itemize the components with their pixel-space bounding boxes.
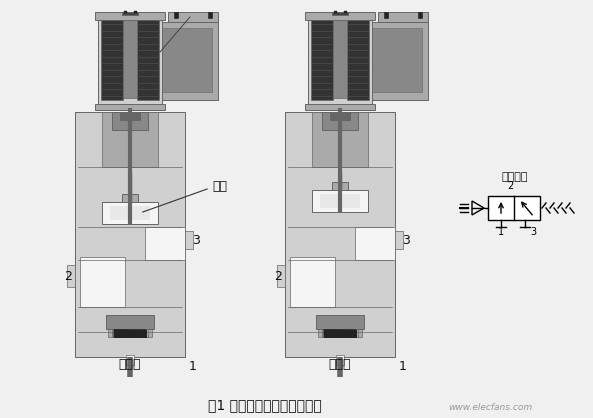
Bar: [311, 20, 333, 100]
Bar: [122, 194, 138, 202]
Bar: [95, 12, 165, 20]
Bar: [98, 12, 162, 110]
Bar: [120, 112, 140, 120]
Bar: [185, 231, 193, 249]
Text: 3: 3: [192, 234, 200, 247]
Bar: [80, 257, 125, 307]
Bar: [316, 315, 364, 329]
Bar: [378, 12, 428, 22]
Text: 1: 1: [498, 227, 504, 237]
Bar: [333, 20, 347, 98]
Bar: [145, 227, 185, 260]
Text: 1: 1: [189, 360, 197, 374]
Bar: [95, 104, 165, 110]
Bar: [110, 206, 150, 220]
Bar: [126, 355, 134, 365]
Text: 换向后: 换向后: [329, 359, 351, 372]
Text: 2: 2: [274, 270, 282, 283]
Bar: [336, 355, 344, 365]
Bar: [133, 11, 136, 13]
Text: 2: 2: [64, 270, 72, 283]
Text: 1: 1: [399, 360, 407, 374]
Bar: [322, 329, 358, 337]
Text: 3: 3: [530, 227, 536, 237]
Text: 图形符号: 图形符号: [502, 172, 528, 182]
Bar: [123, 20, 137, 98]
Bar: [488, 196, 540, 220]
Bar: [102, 112, 158, 167]
Bar: [312, 112, 368, 167]
Bar: [122, 12, 138, 15]
Bar: [347, 20, 369, 100]
Bar: [174, 12, 178, 18]
Text: 图1 先导式电磁阀结构示意图: 图1 先导式电磁阀结构示意图: [208, 398, 322, 412]
Bar: [101, 20, 123, 100]
Bar: [308, 12, 372, 110]
Bar: [332, 182, 348, 190]
Bar: [332, 12, 348, 15]
Bar: [108, 329, 152, 337]
Bar: [355, 227, 395, 260]
Bar: [348, 22, 428, 100]
Bar: [112, 329, 148, 337]
Bar: [112, 112, 148, 130]
Bar: [384, 12, 388, 18]
Text: 2: 2: [507, 181, 513, 191]
Bar: [106, 315, 154, 329]
Bar: [418, 12, 422, 18]
Bar: [305, 12, 375, 20]
Bar: [305, 104, 375, 110]
Bar: [322, 112, 358, 130]
Bar: [395, 231, 403, 249]
Bar: [290, 257, 335, 307]
Bar: [208, 12, 212, 18]
Text: www.elecfans.com: www.elecfans.com: [448, 403, 532, 413]
Bar: [67, 265, 75, 287]
Bar: [333, 11, 336, 13]
Bar: [312, 190, 368, 212]
Text: 主阀: 主阀: [212, 179, 227, 193]
Bar: [330, 112, 350, 120]
Text: 换向前: 换向前: [119, 359, 141, 372]
Bar: [354, 28, 422, 92]
Bar: [138, 22, 218, 100]
Bar: [285, 112, 395, 357]
Bar: [102, 202, 158, 224]
Text: 3: 3: [402, 234, 410, 247]
Bar: [168, 12, 218, 22]
Bar: [144, 28, 212, 92]
Bar: [320, 194, 360, 208]
Bar: [137, 20, 159, 100]
Bar: [343, 11, 346, 13]
Bar: [318, 329, 362, 337]
Bar: [277, 265, 285, 287]
Bar: [75, 112, 185, 357]
Bar: [123, 11, 126, 13]
